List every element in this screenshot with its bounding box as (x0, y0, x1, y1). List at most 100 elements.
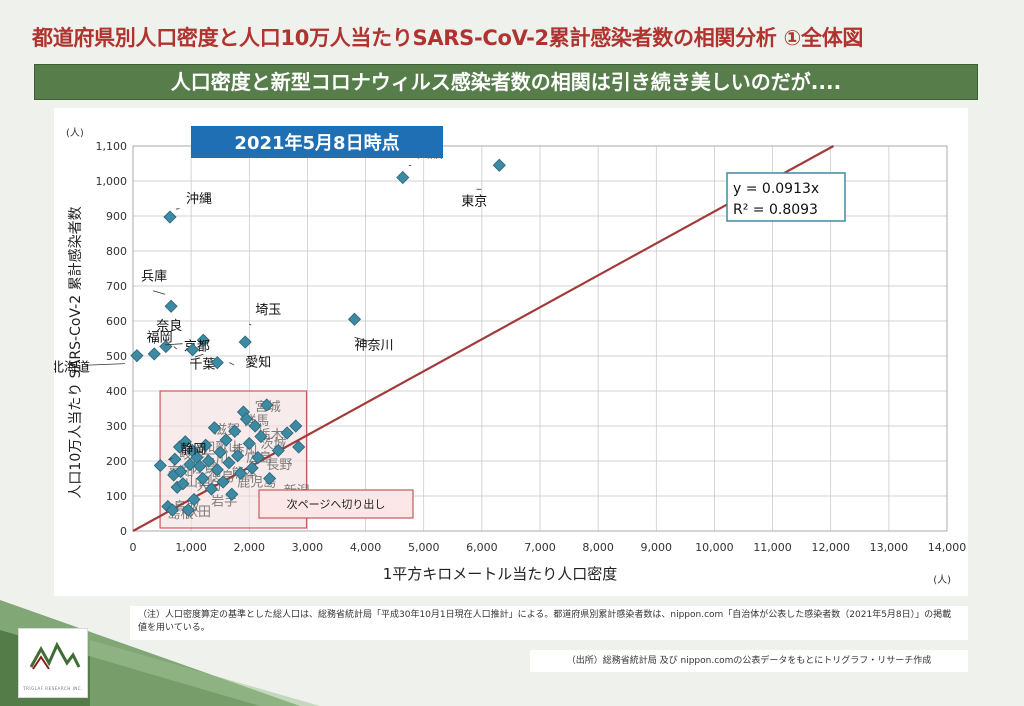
data-point (153, 458, 167, 473)
y-tick-label: 1,000 (96, 175, 128, 188)
cluster-point (245, 461, 259, 475)
callout-line (164, 343, 183, 346)
cluster-point (202, 454, 216, 468)
x-axis-label: 1平方キロメートル当たり人口密度 (383, 565, 618, 583)
point-label: 北海道 (54, 361, 90, 376)
y-tick-label: 1,100 (96, 140, 128, 153)
point-label: 沖縄 (186, 192, 212, 207)
point-label: 愛知 (245, 355, 271, 371)
callout-line (194, 353, 204, 358)
cluster-point (228, 424, 242, 438)
x-tick-label: 7,000 (524, 541, 556, 554)
point-label: 埼玉 (255, 303, 281, 318)
cluster-point (199, 438, 213, 452)
y-axis-label: 人口10万人当たり SARS-CoV-2 累計感染者数 (67, 206, 84, 498)
footnote: （注）人口密度算定の基準とした総人口は、総務省統計局「平成30年10月1日現在人… (130, 606, 968, 640)
x-tick-label: 12,000 (811, 541, 850, 554)
plot-area-border (132, 145, 948, 532)
x-tick-label: 8,000 (582, 541, 614, 554)
source-note: （出所）総務省統計局 及び nippon.comの公表データをもとにトリグラフ・… (530, 650, 968, 672)
y-tick-label: 100 (106, 490, 127, 503)
cluster-point (178, 435, 192, 449)
cluster-point (176, 477, 190, 491)
cluster-point (204, 482, 219, 496)
cluster-point (165, 503, 180, 517)
x-tick-label: 13,000 (870, 541, 909, 554)
data-point (196, 333, 210, 347)
cluster-point (263, 471, 277, 486)
data-point (164, 299, 178, 313)
logo-text: TRIGLAF RESEARCH INC. (23, 686, 83, 691)
data-point (210, 356, 224, 370)
callout-line (249, 323, 252, 326)
equation-text: y = 0.0913x (733, 181, 819, 197)
point-label: 兵庫 (141, 269, 167, 284)
data-point (163, 210, 177, 224)
cluster-point (222, 456, 236, 470)
cluster-point (292, 440, 306, 454)
callout-line (152, 290, 166, 295)
mountain-logo: TRIGLAF RESEARCH INC. (18, 628, 88, 698)
y-tick-label: 400 (106, 385, 127, 398)
y-tick-label: 200 (106, 455, 127, 468)
data-point (396, 170, 410, 185)
y-tick-label: 900 (106, 210, 127, 223)
x-tick-label: 0 (130, 541, 137, 554)
cluster-point (271, 443, 285, 458)
x-tick-label: 9,000 (641, 541, 673, 554)
page-title: 都道府県別人口密度と人口10万人当たりSARS-CoV-2累計感染者数の相関分析… (32, 26, 864, 50)
data-point (130, 349, 144, 363)
subtitle-banner: 人口密度と新型コロナウィルス感染者数の相関は引き続き美しいのだが.... (34, 64, 978, 100)
cluster-point (254, 429, 268, 444)
data-point (147, 347, 161, 361)
x-unit-label: (人) (933, 574, 951, 586)
data-point (238, 335, 252, 349)
cluster-point (193, 459, 207, 473)
callout-line (168, 457, 173, 460)
cluster-point (207, 421, 221, 435)
cluster-point (280, 426, 294, 440)
cluster-point (289, 419, 303, 433)
cluster-point (216, 475, 230, 489)
callout-line (173, 346, 177, 350)
point-label: 千葉 (189, 357, 215, 372)
y-tick-label: 700 (106, 280, 127, 293)
cluster-point (239, 412, 253, 426)
point-label: 京都 (184, 340, 210, 355)
point-label: 福岡 (147, 331, 173, 346)
x-tick-label: 6,000 (466, 541, 498, 554)
cluster-label: 長野 (266, 458, 292, 473)
cluster-point (233, 466, 248, 480)
equation-box (726, 172, 846, 222)
cluster-point (260, 398, 274, 412)
cluster-point (251, 450, 265, 465)
next-page-callout (258, 489, 414, 519)
cluster-point (168, 452, 182, 466)
date-badge (191, 126, 443, 158)
point-label: 神奈川 (355, 338, 394, 353)
x-tick-label: 10,000 (695, 541, 734, 554)
x-tick-label: 1,000 (175, 541, 207, 554)
cluster-point (213, 445, 227, 459)
x-tick-label: 4,000 (350, 541, 382, 554)
y-unit-label: (人) (66, 127, 84, 139)
mountain-logo-icon (29, 641, 81, 670)
data-point (492, 158, 506, 172)
scatter-chart: 0 1,000 2,000 3,000 4,000 5,000 6,000 7,000 8,00… (54, 126, 967, 586)
data-point (186, 343, 200, 357)
cluster-point (210, 463, 224, 477)
cluster-point (248, 419, 262, 433)
cluster-point (196, 471, 210, 486)
chart-panel: 0 1,000 2,000 3,000 4,000 5,000 6,000 7,000 8,00… (54, 108, 968, 596)
y-tick-label: 0 (120, 525, 127, 538)
x-tick-label: 11,000 (753, 541, 792, 554)
data-point (347, 312, 362, 326)
date-badge-text: 2021年5月8日時点 (234, 132, 399, 154)
cluster-point (181, 503, 195, 517)
cluster-point (174, 464, 188, 479)
y-tick-label: 500 (106, 350, 127, 363)
cluster-point (242, 436, 256, 451)
x-tick-label: 14,000 (928, 541, 967, 554)
point-label: 東京 (461, 193, 487, 209)
cluster-point (183, 457, 197, 472)
